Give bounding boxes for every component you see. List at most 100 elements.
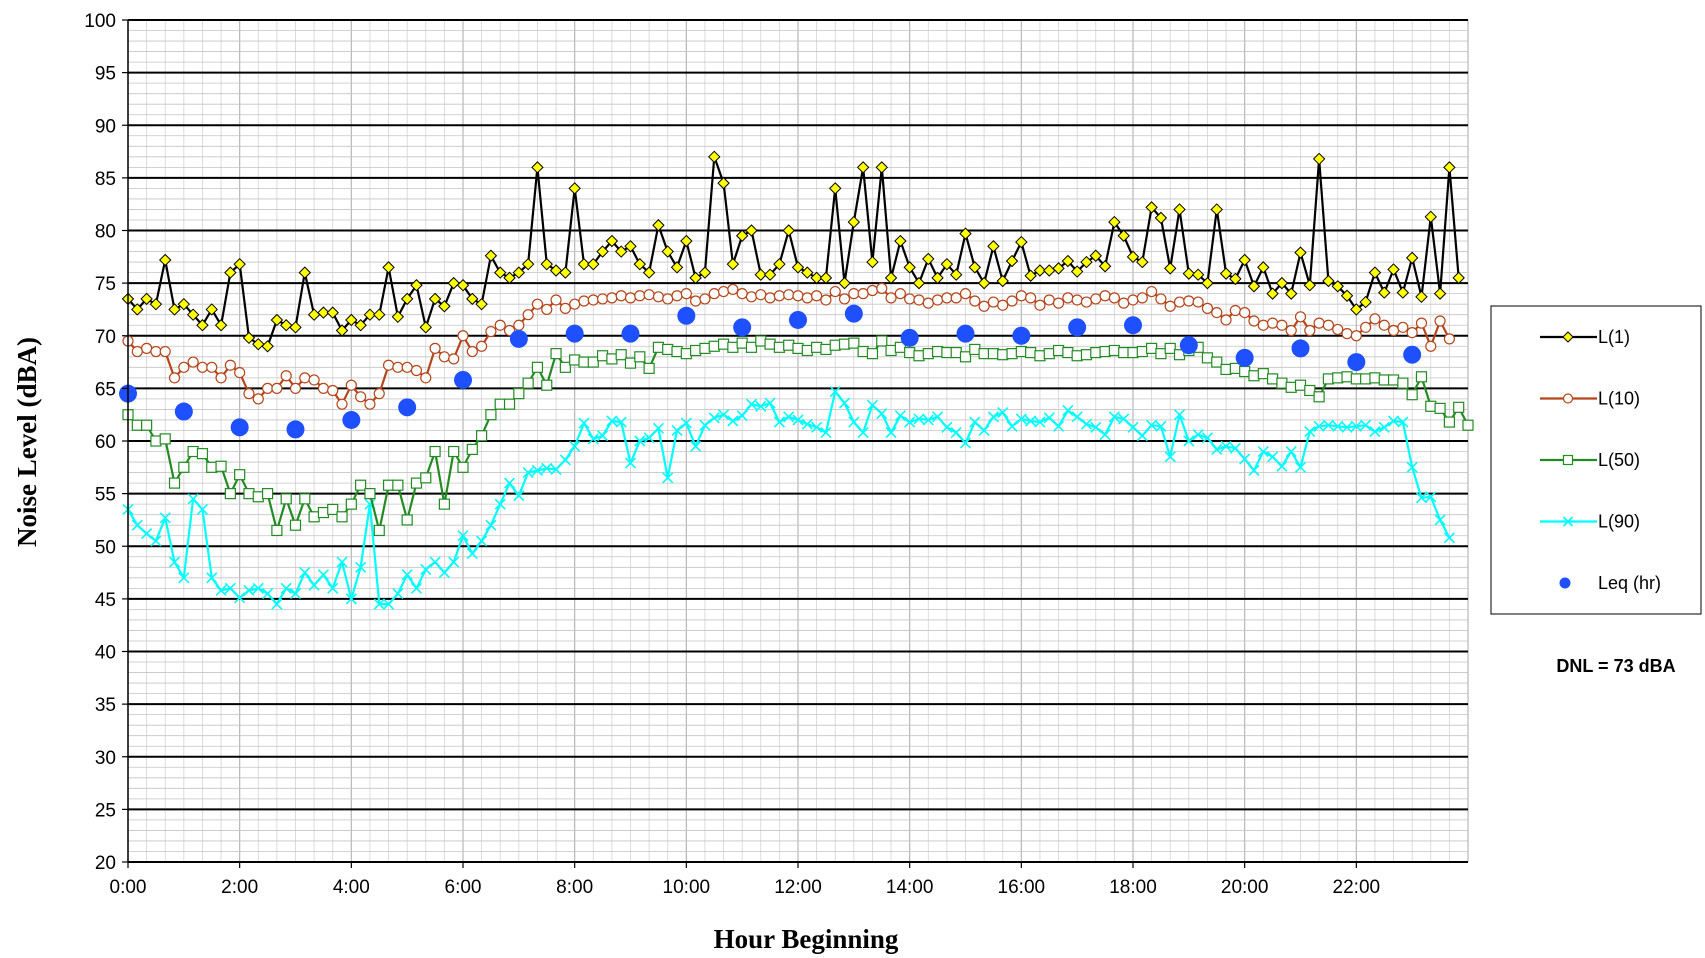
data-point (420, 563, 432, 575)
data-point (522, 377, 534, 389)
data-point (950, 346, 962, 359)
data-point (904, 346, 916, 359)
data-point (968, 261, 982, 274)
data-point (1267, 451, 1279, 463)
data-point (345, 498, 357, 510)
data-point (987, 296, 1000, 308)
data-point (456, 279, 470, 292)
data-point (1127, 421, 1139, 433)
data-point (782, 224, 795, 237)
data-point (1332, 323, 1344, 336)
data-point (745, 341, 758, 353)
data-point (186, 308, 200, 321)
data-point (680, 234, 693, 248)
series-l-10- (122, 282, 1455, 410)
data-point (1062, 404, 1074, 417)
x-tick-label: 2:00 (221, 877, 258, 898)
data-point (913, 413, 925, 425)
data-point (569, 354, 581, 366)
data-point (400, 292, 414, 306)
data-point (1062, 292, 1074, 304)
data-point (1108, 215, 1121, 229)
data-point (606, 292, 618, 304)
data-point (745, 398, 758, 410)
data-point (736, 288, 748, 300)
data-point (448, 556, 460, 568)
data-point (661, 245, 674, 258)
data-point (820, 343, 832, 356)
data-point (1322, 319, 1335, 331)
data-point (1294, 311, 1307, 323)
data-point (215, 460, 227, 472)
data-point (829, 339, 841, 351)
data-point (1080, 349, 1093, 361)
data-point (1239, 306, 1251, 319)
data-point (1118, 297, 1130, 309)
data-point (569, 440, 581, 452)
data-point (671, 345, 683, 358)
data-point (677, 306, 696, 325)
data-point (243, 488, 255, 500)
data-point (857, 288, 869, 300)
data-point (410, 477, 423, 489)
data-point (1145, 201, 1158, 214)
data-point (699, 342, 711, 354)
data-point (345, 593, 357, 605)
data-point (1220, 363, 1232, 376)
data-point (997, 349, 1009, 361)
data-point (959, 437, 972, 449)
data-point (342, 410, 361, 429)
data-point (727, 415, 739, 427)
data-point (783, 339, 795, 351)
data-point (755, 289, 767, 301)
data-point (1201, 352, 1214, 364)
data-point (783, 289, 795, 301)
data-point (1266, 317, 1279, 329)
data-point (1062, 346, 1074, 359)
data-point (949, 268, 963, 281)
data-point (494, 266, 507, 279)
legend-swatch-marker (1562, 516, 1574, 527)
data-point (1285, 324, 1297, 337)
data-point (941, 421, 953, 433)
data-point (904, 293, 916, 305)
data-point (355, 479, 367, 491)
data-point (522, 309, 534, 321)
x-tick-label: 18:00 (1109, 877, 1157, 898)
data-point (1090, 293, 1102, 305)
data-point (242, 331, 256, 345)
data-point (956, 324, 975, 343)
data-point (811, 341, 823, 353)
data-point (783, 411, 795, 423)
data-point (1173, 203, 1186, 216)
data-point (763, 268, 777, 281)
data-point (1443, 416, 1455, 428)
data-point (559, 361, 571, 373)
y-tick-label: 25 (95, 800, 116, 821)
data-point (838, 397, 851, 409)
y-tick-label: 65 (95, 379, 116, 400)
data-point (438, 498, 450, 510)
data-point (894, 288, 906, 300)
dnl-annotation: DNL = 73 dBA (1556, 656, 1675, 676)
data-point (1239, 365, 1251, 378)
data-point (1229, 362, 1241, 374)
data-point (243, 388, 255, 400)
data-point (565, 324, 584, 343)
data-point (1294, 246, 1307, 259)
y-axis-title: Noise Level (dBA) (12, 337, 42, 547)
data-point (1248, 315, 1260, 327)
data-point (1415, 290, 1428, 304)
data-point (1025, 415, 1037, 427)
data-point (1304, 324, 1316, 337)
data-point (1369, 372, 1381, 384)
data-point (792, 342, 804, 354)
data-point (1024, 269, 1037, 282)
data-point (541, 379, 553, 391)
data-point (159, 345, 171, 358)
data-point (392, 479, 404, 491)
data-point (690, 295, 702, 307)
data-point (550, 463, 562, 475)
data-point (885, 427, 897, 439)
data-point (177, 297, 191, 311)
